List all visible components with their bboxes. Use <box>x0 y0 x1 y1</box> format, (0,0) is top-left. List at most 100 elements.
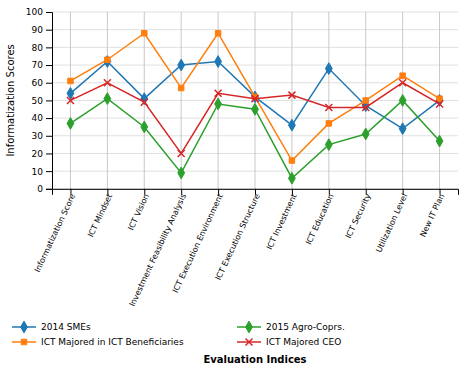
y-tick-mark <box>46 65 52 66</box>
x-tick-label: ICT Security <box>344 192 373 240</box>
legend: 2014 SMEs ICT Majored in ICT Beneficiarie… <box>12 321 345 347</box>
y-tick: 60 <box>32 78 52 88</box>
point <box>399 79 406 86</box>
x-tick: ICT Vision <box>126 189 151 232</box>
y-tick: 20 <box>32 149 52 159</box>
x-tick-label: ICT Mindset <box>86 192 114 238</box>
y-tick-mark <box>46 100 52 101</box>
y-tick: 10 <box>32 167 52 177</box>
x-tick: Utilization Level <box>374 189 409 254</box>
legend-item: ICT Majored in ICT Beneficiaries <box>12 337 184 347</box>
point <box>67 118 74 130</box>
y-tick-label: 60 <box>32 78 44 88</box>
chart-container: 0102030405060708090100Informatization Sc… <box>0 0 474 368</box>
y-axis-title: Informatization Scores <box>5 44 16 156</box>
x-tick-label: Utilization Level <box>374 192 409 254</box>
x-tick: ICT Execution Structure <box>214 189 262 282</box>
point <box>141 121 148 133</box>
y-axis-line <box>46 13 53 190</box>
point <box>104 93 111 105</box>
y-tick: 40 <box>32 113 52 123</box>
y-tick-label: 100 <box>26 7 43 17</box>
point <box>436 100 443 107</box>
y-tick-mark <box>46 118 52 119</box>
point <box>399 123 406 135</box>
y-tick: 100 <box>26 7 52 17</box>
point <box>178 85 183 90</box>
series-line <box>70 33 439 160</box>
y-tick-label: 50 <box>32 96 44 106</box>
x-tick-label: ICT Education <box>304 192 335 246</box>
legend-marker <box>246 321 253 333</box>
series-line <box>70 83 439 154</box>
point <box>437 96 442 101</box>
plot-area: 0102030405060708090100Informatization Sc… <box>26 7 459 308</box>
series <box>68 30 443 163</box>
series <box>67 56 443 135</box>
point <box>252 95 259 102</box>
x-tick: New IT Plan <box>418 189 446 239</box>
point <box>178 150 185 157</box>
y-tick-label: 80 <box>32 43 44 53</box>
point <box>104 79 111 86</box>
y-tick: 50 <box>32 96 52 106</box>
legend-item: ICT Majored CEO <box>237 337 341 347</box>
point <box>215 90 222 97</box>
y-tick-label: 90 <box>32 25 44 35</box>
legend-marker <box>246 339 253 346</box>
x-tick: ICT Investment <box>265 189 299 251</box>
grid-line-x <box>328 12 329 189</box>
y-tick-mark <box>46 171 52 172</box>
y-tick: 80 <box>32 43 52 53</box>
y-tick-label: 70 <box>32 60 44 70</box>
x-axis-title: Evaluation Indices <box>203 354 306 365</box>
legend-item: 2015 Agro-Coprs. <box>237 321 345 333</box>
point <box>289 172 296 184</box>
legend-marker <box>21 339 26 344</box>
y-tick-mark <box>46 83 52 84</box>
series <box>67 93 443 184</box>
y-tick-mark <box>46 12 52 13</box>
point <box>325 63 332 75</box>
y-tick: 90 <box>32 25 52 35</box>
point <box>178 59 185 71</box>
marks <box>67 30 443 184</box>
point <box>68 78 73 83</box>
point <box>362 104 369 111</box>
y-tick-mark <box>46 47 52 48</box>
point <box>141 99 148 106</box>
point <box>288 92 295 99</box>
y-tick-label: 30 <box>32 131 44 141</box>
legend-label: 2015 Agro-Coprs. <box>266 322 345 332</box>
chart-svg: 0102030405060708090100Informatization Sc… <box>0 0 474 368</box>
x-tick: ICT Education <box>304 189 335 246</box>
point <box>363 98 368 103</box>
point <box>104 56 111 68</box>
legend-label: 2014 SMEs <box>41 322 91 332</box>
y-tick-label: 40 <box>32 113 44 123</box>
grid-line-x <box>181 12 182 189</box>
grid <box>52 12 458 189</box>
point <box>326 121 331 126</box>
point <box>399 95 406 107</box>
y-axis: 0102030405060708090100 <box>26 7 53 194</box>
x-axis: Informatization Score ICT Mindset ICT Visi… <box>33 189 459 308</box>
x-tick: ICT Security <box>344 189 373 240</box>
x-tick-label: Informatization Score <box>33 192 77 274</box>
y-tick-label: 20 <box>32 149 44 159</box>
legend-label: ICT Majored in ICT Beneficiaries <box>41 337 184 347</box>
point <box>362 128 369 140</box>
point <box>436 135 443 147</box>
point <box>289 119 296 131</box>
legend-label: ICT Majored CEO <box>266 337 341 347</box>
x-tick-label: New IT Plan <box>418 192 446 238</box>
y-tick-mark <box>46 189 52 190</box>
point <box>400 73 405 78</box>
point <box>215 98 222 110</box>
x-tick: Informatization Score <box>33 189 77 274</box>
y-tick-mark <box>46 30 52 31</box>
x-tick-label: ICT Investment <box>265 192 299 251</box>
legend-marker <box>21 321 28 333</box>
point <box>215 30 220 35</box>
point <box>325 139 332 151</box>
